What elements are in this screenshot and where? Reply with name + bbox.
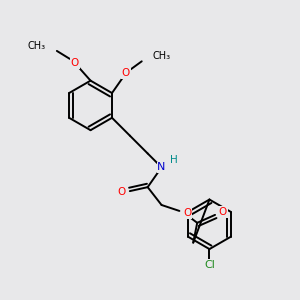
Text: H: H: [169, 155, 177, 165]
Text: N: N: [158, 162, 166, 172]
Text: Cl: Cl: [204, 260, 215, 270]
Text: CH₃: CH₃: [28, 41, 46, 51]
Text: O: O: [219, 207, 227, 217]
Text: O: O: [122, 68, 130, 78]
Text: CH₃: CH₃: [153, 51, 171, 62]
Text: O: O: [183, 208, 191, 218]
Text: O: O: [70, 58, 79, 68]
Text: O: O: [118, 187, 126, 197]
